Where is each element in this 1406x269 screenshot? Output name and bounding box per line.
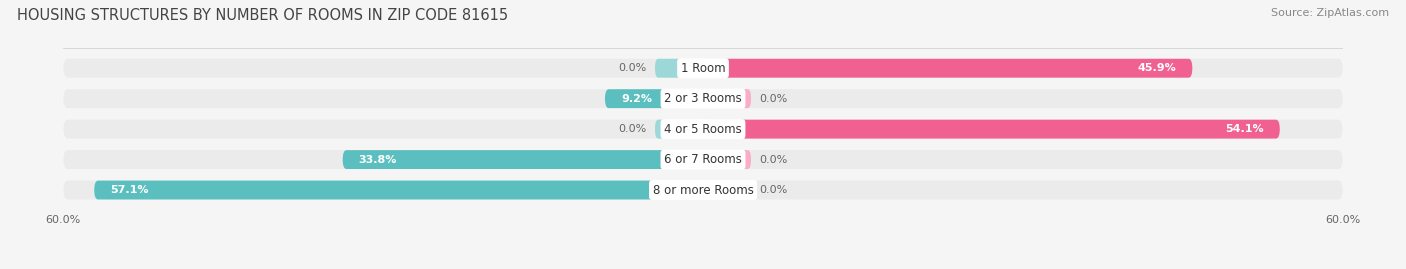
FancyBboxPatch shape <box>703 150 751 169</box>
FancyBboxPatch shape <box>343 150 703 169</box>
Text: 0.0%: 0.0% <box>759 185 787 195</box>
Text: 6 or 7 Rooms: 6 or 7 Rooms <box>664 153 742 166</box>
Text: 9.2%: 9.2% <box>621 94 652 104</box>
Text: 0.0%: 0.0% <box>619 63 647 73</box>
FancyBboxPatch shape <box>63 59 1343 78</box>
FancyBboxPatch shape <box>703 180 751 200</box>
Text: 0.0%: 0.0% <box>759 94 787 104</box>
FancyBboxPatch shape <box>63 180 1343 200</box>
FancyBboxPatch shape <box>605 89 703 108</box>
Text: HOUSING STRUCTURES BY NUMBER OF ROOMS IN ZIP CODE 81615: HOUSING STRUCTURES BY NUMBER OF ROOMS IN… <box>17 8 508 23</box>
Text: 1 Room: 1 Room <box>681 62 725 75</box>
FancyBboxPatch shape <box>63 120 1343 139</box>
FancyBboxPatch shape <box>655 59 703 78</box>
Text: 33.8%: 33.8% <box>359 155 396 165</box>
FancyBboxPatch shape <box>703 120 1279 139</box>
FancyBboxPatch shape <box>63 89 1343 108</box>
FancyBboxPatch shape <box>655 120 703 139</box>
Text: Source: ZipAtlas.com: Source: ZipAtlas.com <box>1271 8 1389 18</box>
Text: 4 or 5 Rooms: 4 or 5 Rooms <box>664 123 742 136</box>
Text: 0.0%: 0.0% <box>759 155 787 165</box>
FancyBboxPatch shape <box>703 89 751 108</box>
Legend: Owner-occupied, Renter-occupied: Owner-occupied, Renter-occupied <box>575 266 831 269</box>
Text: 45.9%: 45.9% <box>1137 63 1177 73</box>
FancyBboxPatch shape <box>94 180 703 200</box>
FancyBboxPatch shape <box>703 59 1192 78</box>
Text: 0.0%: 0.0% <box>619 124 647 134</box>
FancyBboxPatch shape <box>63 150 1343 169</box>
Text: 8 or more Rooms: 8 or more Rooms <box>652 183 754 197</box>
Text: 57.1%: 57.1% <box>110 185 149 195</box>
Text: 54.1%: 54.1% <box>1225 124 1264 134</box>
Text: 2 or 3 Rooms: 2 or 3 Rooms <box>664 92 742 105</box>
